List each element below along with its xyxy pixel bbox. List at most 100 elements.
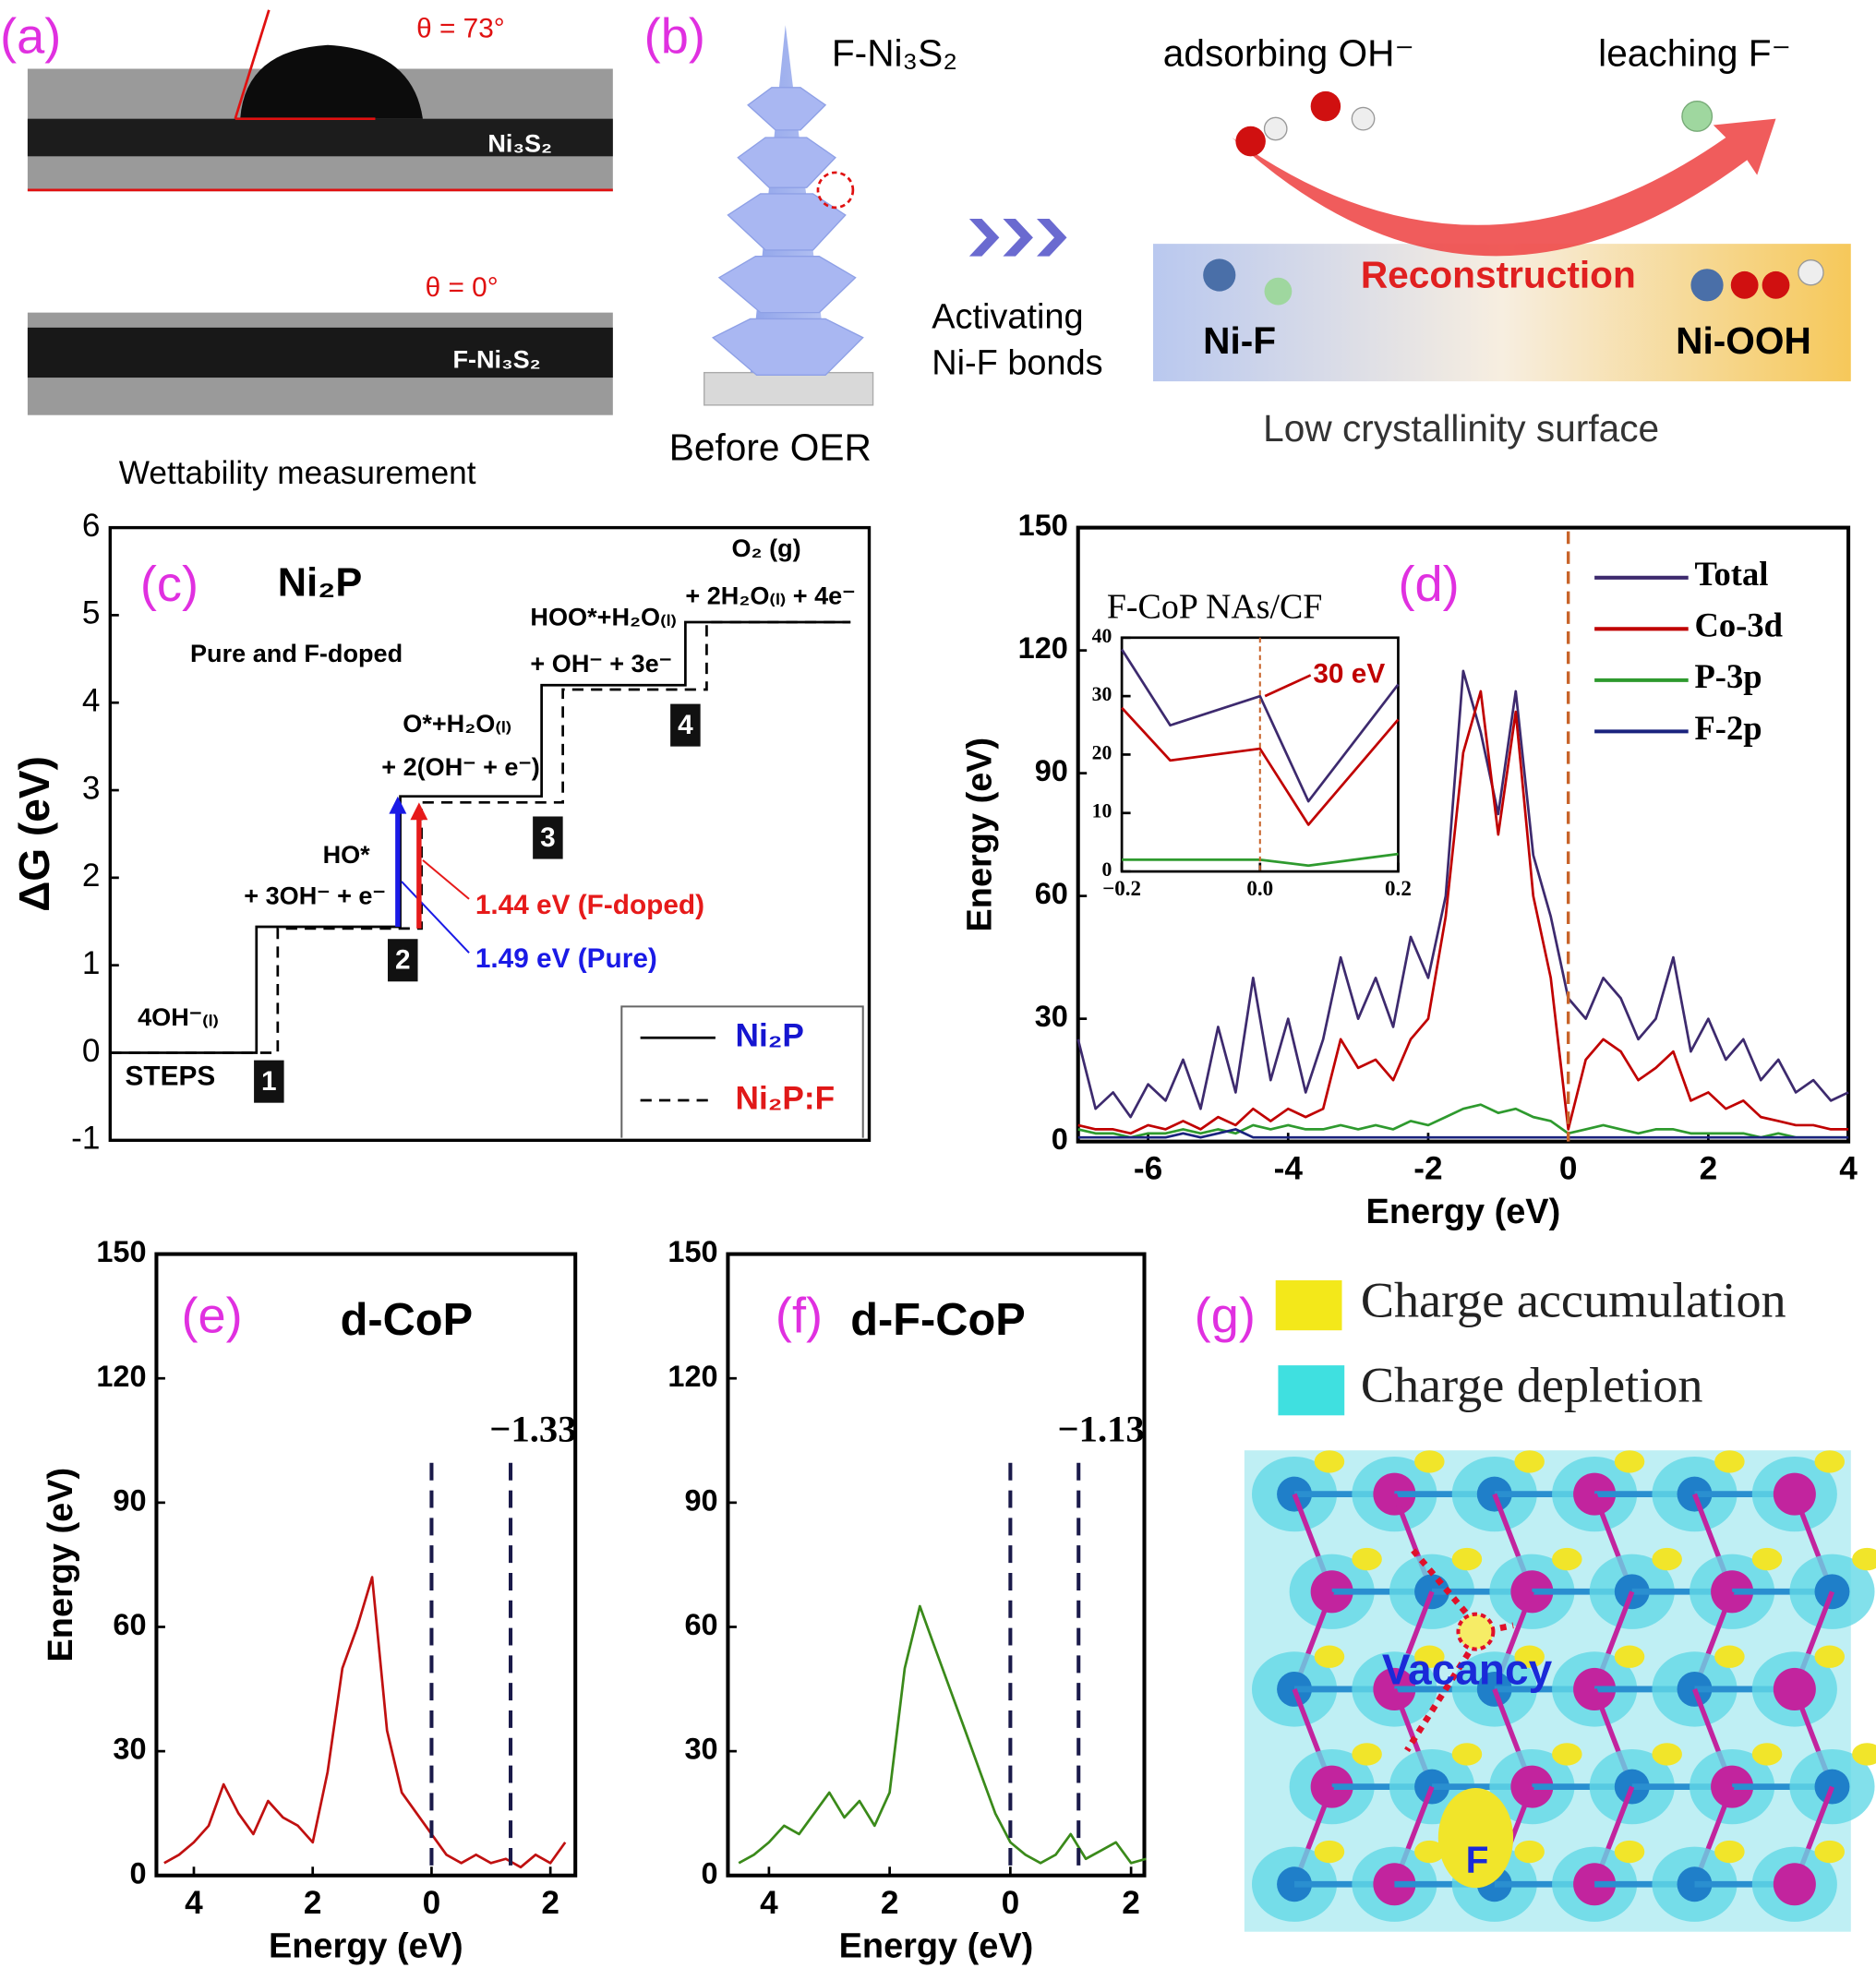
data-line: [1077, 690, 1849, 1135]
accumulation-lobe: [1814, 1840, 1846, 1864]
plot-frame: [154, 1252, 578, 1878]
y-tick-label: 0: [702, 1856, 718, 1890]
blade: [747, 87, 827, 131]
accumulation-lobe: [1451, 1547, 1483, 1571]
label: (d): [1398, 557, 1459, 612]
x-tick-label: 2: [881, 1885, 899, 1921]
accumulation-lobe: [1814, 1450, 1846, 1473]
label: d-CoP: [341, 1295, 474, 1345]
accumulation-lobe: [1714, 1645, 1745, 1668]
label: (c): [140, 557, 198, 612]
atom: [1263, 116, 1288, 141]
x-tick-label: 2: [541, 1885, 559, 1921]
arrow-head: [389, 796, 407, 814]
label: 30 eV: [1313, 658, 1385, 689]
vacancy-site: [1456, 1612, 1496, 1651]
accumulation-lobe: [1352, 1743, 1382, 1766]
panel-label: (a): [0, 9, 61, 65]
energy-step-line: [110, 620, 851, 1054]
y-tick-label: 120: [96, 1360, 146, 1393]
x-tick-label: -6: [1134, 1151, 1162, 1187]
label: Vacancy: [1382, 1646, 1553, 1694]
plot-frame: [108, 525, 872, 1143]
label: P-3p: [1694, 657, 1762, 695]
accumulation-lobe: [1314, 1645, 1345, 1668]
x-tick-label: 2: [1122, 1885, 1140, 1921]
y-tick-label: 4: [82, 683, 101, 719]
accumulation-lobe: [1514, 1645, 1545, 1668]
atom: [1235, 126, 1266, 157]
accumulation-lobe: [1714, 1450, 1745, 1473]
accumulation-lobe: [1614, 1645, 1645, 1668]
activating-label: Ni-F bonds: [932, 344, 1102, 383]
x-tick-label: 2: [304, 1885, 322, 1921]
y-tick-label: 0: [130, 1856, 147, 1890]
label: F: [1466, 1839, 1489, 1881]
highlight: [816, 171, 855, 210]
y-tick-label: 10: [1092, 800, 1112, 822]
label: Ni₂P:F: [736, 1080, 836, 1116]
y-tick-label: 40: [1092, 625, 1112, 647]
label: Total: [1694, 555, 1768, 593]
x-tick-label: -4: [1274, 1151, 1304, 1187]
x-tick-label: -2: [1413, 1151, 1442, 1187]
surface-band: [1152, 244, 1851, 382]
accumulation-lobe: [1852, 1743, 1876, 1766]
accumulation-lobe: [1514, 1840, 1545, 1864]
y-tick-label: 30: [113, 1733, 146, 1766]
x-tick-label: −0.2: [1102, 876, 1141, 900]
y-tick-label: 5: [82, 595, 101, 631]
y-tick-label: 20: [1092, 741, 1112, 763]
y-tick-label: 1: [82, 945, 101, 981]
y-axis-label: Energy (eV): [42, 1468, 80, 1662]
step-box: [533, 816, 563, 859]
y-tick-label: 150: [96, 1235, 146, 1268]
atom: [1690, 269, 1724, 302]
label: + 3OH⁻ + e⁻: [244, 882, 386, 910]
accumulation-lobe: [1314, 1450, 1345, 1473]
label: Co-3d: [1694, 606, 1782, 644]
accumulation-lobe: [1852, 1547, 1876, 1571]
y-tick-label: 2: [82, 858, 101, 894]
accumulation-lobe: [1714, 1840, 1745, 1864]
data-line: [1077, 1128, 1849, 1139]
accumulation-lobe: [1652, 1743, 1682, 1766]
data-line: [1076, 669, 1849, 1119]
label: Charge depletion: [1361, 1358, 1703, 1413]
y-tick-label: 90: [684, 1483, 717, 1517]
label: O₂ (g): [732, 534, 801, 562]
x-tick-label: 0.0: [1246, 876, 1273, 900]
arrow-head: [410, 802, 428, 821]
x-tick-label: 4: [185, 1885, 203, 1921]
blade: [717, 255, 857, 314]
label: HO*: [323, 840, 371, 869]
y-tick-label: 30: [684, 1733, 717, 1766]
accumulation-lobe: [1352, 1547, 1382, 1571]
accumulation-lobe: [1414, 1450, 1445, 1473]
accumulation-lobe: [1451, 1743, 1483, 1766]
label: Ni₂P: [278, 560, 362, 605]
annotation-pointer: [1264, 674, 1312, 698]
accumulation-lobe: [1514, 1450, 1545, 1473]
reconstruction-arrow: [1232, 118, 1776, 257]
x-tick-label: 0.2: [1385, 876, 1412, 900]
blade: [727, 193, 847, 251]
x-tick-label: 0: [423, 1885, 441, 1921]
y-tick-label: 150: [667, 1235, 717, 1268]
bond-label: Ni-OOH: [1676, 319, 1811, 362]
label: O*+H₂O₍ₗ₎: [403, 709, 511, 738]
blade: [711, 318, 864, 377]
label: + 2(OH⁻ + e⁻): [381, 752, 540, 781]
y-tick-label: 3: [82, 770, 101, 806]
sample-label: Ni₃S₂: [487, 128, 552, 157]
sample-label: F-Ni₃S₂: [452, 345, 540, 374]
x-tick-label: 0: [1559, 1151, 1578, 1187]
label: HOO*+H₂O₍ₗ₎: [530, 603, 676, 631]
label: F-2p: [1694, 709, 1762, 747]
label: (f): [776, 1288, 823, 1343]
x-tick-label: 0: [1002, 1885, 1020, 1921]
label: 1: [261, 1066, 277, 1097]
y-tick-label: 30: [1035, 1000, 1068, 1033]
reconstruction-label: Reconstruction: [1361, 253, 1636, 295]
x-axis-label: Energy (eV): [269, 1926, 463, 1965]
